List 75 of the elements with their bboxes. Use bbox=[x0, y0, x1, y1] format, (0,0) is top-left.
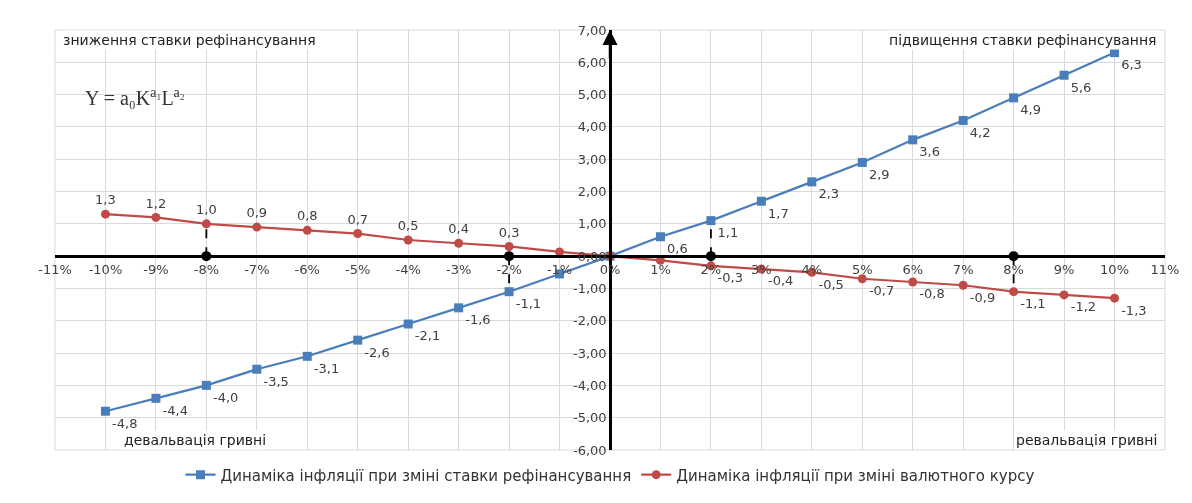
x-tick-label: -3% bbox=[445, 261, 472, 277]
y-tick-label: 6,00 bbox=[577, 54, 607, 70]
annotation: ревальвація гривні bbox=[1016, 432, 1158, 448]
x-tick-label: -2% bbox=[496, 261, 522, 277]
data-label: -1,1 bbox=[1020, 296, 1046, 312]
x-tick-label: -11% bbox=[38, 261, 72, 277]
data-label: -0,7 bbox=[868, 283, 895, 299]
data-label: 0,3 bbox=[498, 224, 520, 240]
y-tick-label: 2,00 bbox=[577, 184, 607, 200]
data-label: 0,9 bbox=[246, 205, 268, 221]
x-tick-label: -8% bbox=[193, 261, 220, 277]
data-label: -2,6 bbox=[364, 344, 390, 360]
data-label: 1,7 bbox=[767, 205, 789, 221]
x-tick-label: -7% bbox=[244, 261, 270, 277]
annotation: зниження ставки рефінансування bbox=[63, 32, 316, 48]
x-tick-label: -9% bbox=[143, 261, 169, 277]
data-label: -1,1 bbox=[515, 296, 542, 312]
data-label: -1,6 bbox=[465, 312, 491, 328]
data-label: -2,1 bbox=[414, 328, 441, 344]
data-label: 6,3 bbox=[1121, 57, 1142, 72]
legend-label: Динаміка інфляції при зміні валютного курсу bbox=[676, 466, 1035, 485]
data-label: 5,6 bbox=[1070, 79, 1092, 95]
y-tick-label: 0,00 bbox=[577, 248, 607, 264]
data-label: 3,6 bbox=[919, 144, 941, 160]
data-label: -4,4 bbox=[162, 402, 188, 418]
data-label: -0,4 bbox=[767, 273, 794, 289]
x-tick-label: 5% bbox=[851, 261, 873, 277]
y-tick-label: -6,00 bbox=[573, 442, 607, 458]
annotation: Y = a₀K$^{a₁}$L$^{a₂}$ bbox=[85, 85, 185, 110]
y-tick-label: 3,00 bbox=[577, 151, 607, 167]
data-label: -0,5 bbox=[818, 276, 844, 292]
y-tick-label: -1,00 bbox=[573, 281, 607, 297]
x-tick-label: 8% bbox=[1003, 261, 1024, 277]
x-tick-label: 1% bbox=[650, 261, 671, 277]
x-tick-label: 9% bbox=[1053, 261, 1075, 277]
data-label: 0,4 bbox=[448, 221, 469, 237]
annotation: підвищення ставки рефінансування bbox=[889, 32, 1157, 48]
data-label: 0,8 bbox=[296, 208, 318, 224]
y-tick-label: 4,00 bbox=[577, 119, 607, 135]
x-tick-label: -6% bbox=[294, 261, 320, 277]
data-label: 0,6 bbox=[667, 241, 688, 257]
data-label: -0,9 bbox=[969, 289, 996, 305]
data-label: 0,7 bbox=[347, 211, 369, 227]
x-tick-label: 7% bbox=[952, 261, 974, 277]
data-label: -1,2 bbox=[1070, 299, 1097, 315]
annotation: девальвація гривні bbox=[124, 432, 267, 448]
data-label: 1,2 bbox=[145, 195, 167, 211]
data-label: -1,3 bbox=[1121, 302, 1147, 318]
data-label: 2,3 bbox=[818, 186, 840, 202]
y-tick-label: 7,00 bbox=[577, 22, 607, 38]
legend-label: Динаміка інфляції при зміні ставки рефінансування bbox=[220, 466, 632, 485]
x-tick-label: 6% bbox=[902, 261, 924, 277]
data-label: 2,9 bbox=[868, 166, 890, 182]
data-label: 0,5 bbox=[397, 218, 419, 234]
y-tick-label: -2,00 bbox=[573, 313, 607, 329]
y-tick-label: 5,00 bbox=[577, 87, 607, 103]
y-tick-label: 1,00 bbox=[577, 216, 607, 232]
y-tick-label: -3,00 bbox=[573, 345, 607, 361]
data-label: -4,8 bbox=[112, 415, 138, 431]
data-label: 1,3 bbox=[95, 192, 116, 208]
x-tick-label: -5% bbox=[345, 261, 371, 277]
data-label: 4,9 bbox=[1020, 102, 1041, 118]
x-tick-label: -4% bbox=[395, 261, 421, 277]
y-tick-label: -5,00 bbox=[573, 410, 607, 426]
data-label: -4,0 bbox=[212, 389, 239, 405]
data-label: -3,1 bbox=[313, 360, 340, 376]
x-tick-label: -10% bbox=[88, 261, 123, 277]
data-label: 1,0 bbox=[196, 201, 217, 217]
x-tick-label: 10% bbox=[1100, 261, 1129, 277]
data-label: -3,5 bbox=[263, 373, 289, 389]
data-label: -0,8 bbox=[919, 286, 945, 302]
data-label: 4,2 bbox=[969, 124, 991, 140]
data-label: 1,1 bbox=[717, 224, 739, 240]
y-tick-label: -4,00 bbox=[573, 377, 607, 393]
x-tick-label: 11% bbox=[1150, 261, 1180, 277]
